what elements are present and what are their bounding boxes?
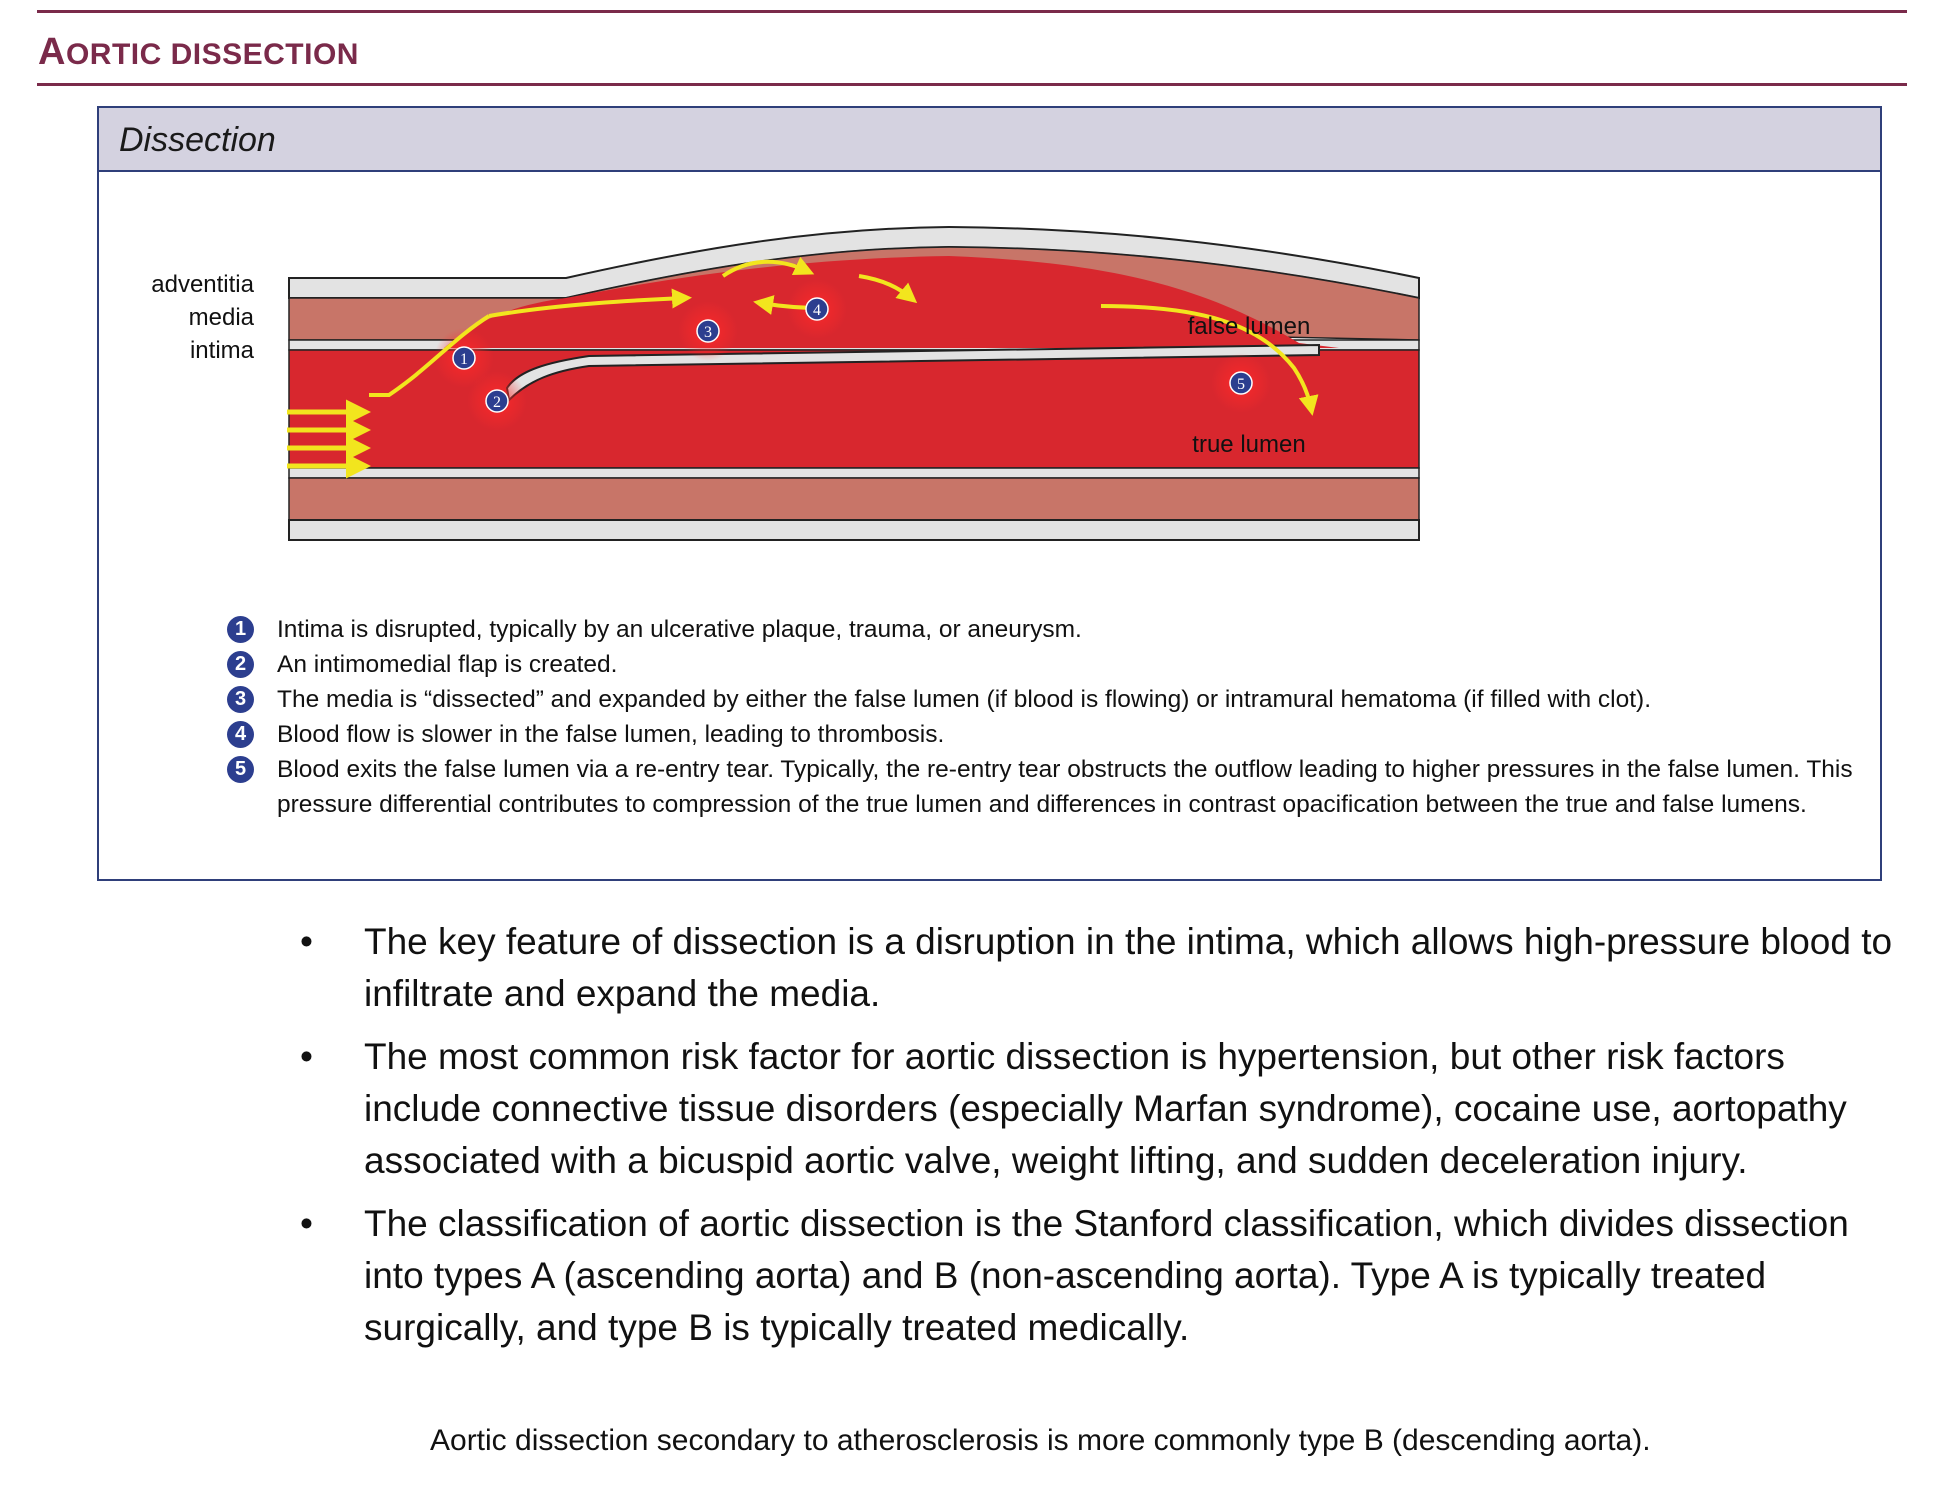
label-media: media xyxy=(189,304,255,331)
legend-number: 4 xyxy=(227,721,254,748)
legend-item: 5 Blood exits the false lumen via a re-en… xyxy=(227,752,1867,822)
marker-3 xyxy=(696,319,720,343)
lower-intima xyxy=(288,467,1420,479)
bullet-item: • The classification of aortic dissection… xyxy=(298,1198,1898,1354)
panel-title: Dissection xyxy=(119,121,276,159)
bullet-marker: • xyxy=(300,1036,313,1077)
label-false-lumen: false lumen xyxy=(1188,313,1311,340)
marker-1 xyxy=(452,346,476,370)
flow-arrow-exit xyxy=(1100,304,1319,416)
legend-item: 4 Blood flow is slower in the false lumen… xyxy=(227,717,1867,752)
lower-media xyxy=(288,477,1420,521)
legend-number: 2 xyxy=(227,651,254,678)
marker-2-label: 2 xyxy=(493,394,501,411)
legend-number: 3 xyxy=(227,686,254,713)
bullet-text: The key feature of dissection is a disru… xyxy=(364,921,1893,1014)
section-title: AORTIC DISSECTION xyxy=(38,30,359,77)
legend-text: Intima is disrupted, typically by an ulc… xyxy=(277,616,1082,643)
legend-text: An intimomedial flap is created. xyxy=(277,651,618,678)
marker-1-label: 1 xyxy=(460,351,468,368)
dissection-figure-panel: Dissection xyxy=(97,106,1882,881)
marker-4-label: 4 xyxy=(813,302,821,319)
flow-arrow-slow xyxy=(858,274,918,304)
bullet-text: The most common risk factor for aortic d… xyxy=(364,1036,1847,1181)
lower-adventitia xyxy=(288,519,1420,541)
title-underline xyxy=(37,83,1907,86)
legend-item: 1 Intima is disrupted, typically by an ul… xyxy=(227,612,1867,647)
flow-arrow-false-lumen xyxy=(488,288,692,318)
legend-item: 2 An intimomedial flap is created. xyxy=(227,647,1867,682)
legend-number: 1 xyxy=(227,616,254,643)
legend-number: 5 xyxy=(227,756,254,783)
legend-list: 1 Intima is disrupted, typically by an ul… xyxy=(227,612,1867,822)
aortic-dissection-diagram: 1 2 3 4 5 adventitia media intima false … xyxy=(151,225,1420,541)
label-intima: intima xyxy=(190,337,255,364)
section-title-initial: A xyxy=(38,31,66,73)
bullet-text: The classification of aortic dissection … xyxy=(364,1203,1849,1348)
marker-3-label: 3 xyxy=(704,324,712,341)
marker-4 xyxy=(805,297,829,321)
bullet-marker: • xyxy=(300,921,313,962)
bullet-item: • The most common risk factor for aortic … xyxy=(298,1031,1898,1187)
footnote: Aortic dissection secondary to atheroscl… xyxy=(430,1424,1651,1457)
marker-5-label: 5 xyxy=(1237,376,1245,393)
false-lumen xyxy=(444,256,1339,348)
top-rule xyxy=(37,10,1907,13)
legend-text: Blood flow is slower in the false lumen,… xyxy=(277,721,945,748)
panel-header: Dissection xyxy=(99,108,1880,172)
legend-text: The media is “dissected” and expanded by… xyxy=(277,686,1651,713)
legend-text: Blood exits the false lumen via a re-ent… xyxy=(277,756,1853,818)
marker-2 xyxy=(485,389,509,413)
flow-arrow-entry xyxy=(369,314,491,397)
bullet-marker: • xyxy=(300,1203,313,1244)
label-adventitia: adventitia xyxy=(151,271,254,298)
marker-5 xyxy=(1229,371,1253,395)
bullet-item: • The key feature of dissection is a disr… xyxy=(298,916,1898,1020)
section-title-rest: ORTIC DISSECTION xyxy=(65,38,359,71)
label-true-lumen: true lumen xyxy=(1192,431,1305,458)
flow-arrow-forward xyxy=(721,256,815,278)
bullet-list: • The key feature of dissection is a disr… xyxy=(298,916,1898,1365)
legend-item: 3 The media is “dissected” and expanded b… xyxy=(227,682,1867,717)
